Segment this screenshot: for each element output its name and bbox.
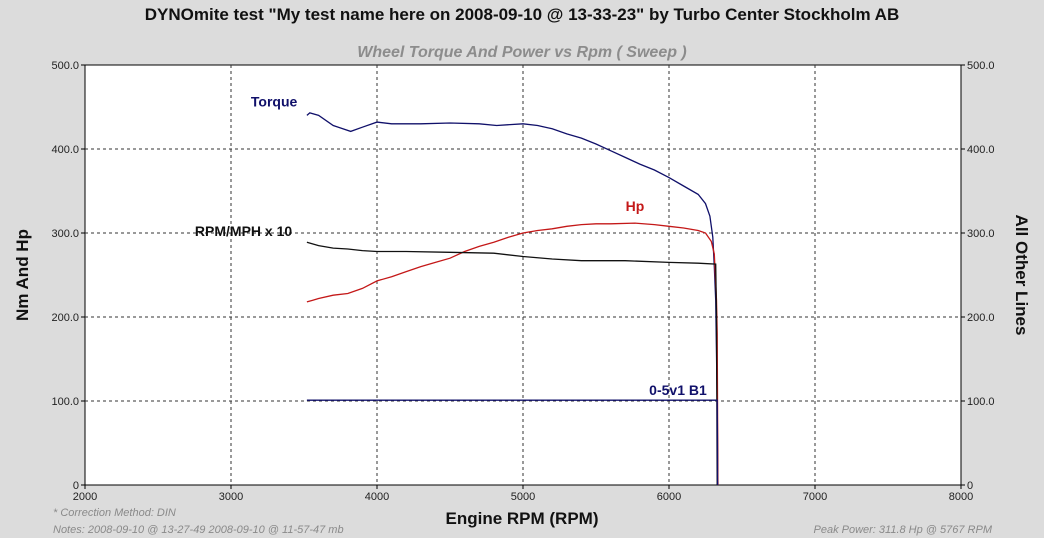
chart-title: DYNOmite test "My test name here on 2008… bbox=[145, 5, 899, 24]
x-tick-label: 2000 bbox=[73, 491, 97, 503]
x-tick-label: 5000 bbox=[511, 491, 535, 503]
y-tick-label: 300.0 bbox=[51, 228, 79, 240]
y-tick-label: 200.0 bbox=[51, 312, 79, 324]
y2-axis-label: All Other Lines bbox=[1012, 215, 1031, 336]
series-labels: Torque Hp RPM/MPH x 10 0-5v1 B1 bbox=[195, 93, 707, 398]
notes-text: Notes: 2008-09-10 @ 13-27-49 2008-09-10 … bbox=[53, 524, 344, 536]
peak-power-note: Peak Power: 311.8 Hp @ 5767 RPM bbox=[814, 524, 993, 536]
y-tick-label: 0 bbox=[73, 480, 79, 492]
x-tick-label: 4000 bbox=[365, 491, 389, 503]
y2-tick-label: 300.0 bbox=[967, 228, 995, 240]
y-tick-label: 400.0 bbox=[51, 144, 79, 156]
x-axis-label: Engine RPM (RPM) bbox=[446, 509, 599, 528]
y2-tick-label: 100.0 bbox=[967, 396, 995, 408]
y-axis-label: Nm And Hp bbox=[13, 229, 32, 321]
y-tick-label: 500.0 bbox=[51, 60, 79, 72]
series-layer bbox=[306, 112, 719, 486]
series-line-rpm-mph-x-10 bbox=[306, 241, 718, 486]
series-line-0-5v1-b1 bbox=[306, 399, 719, 486]
x-tick-label: 6000 bbox=[657, 491, 681, 503]
series-label-torque: Torque bbox=[251, 93, 298, 109]
series-line-hp bbox=[306, 222, 719, 486]
x-tick-label: 3000 bbox=[219, 491, 243, 503]
series-line-torque bbox=[306, 112, 719, 486]
x-tick-label: 7000 bbox=[803, 491, 827, 503]
series-label-0-5v1-b1: 0-5v1 B1 bbox=[649, 382, 707, 398]
y2-tick-label: 500.0 bbox=[967, 60, 995, 72]
series-label-hp: Hp bbox=[626, 198, 645, 214]
y2-tick-label: 200.0 bbox=[967, 312, 995, 324]
y2-tick-label: 400.0 bbox=[967, 144, 995, 156]
grid-lines bbox=[85, 65, 961, 485]
series-label-rpm-mph-x-10: RPM/MPH x 10 bbox=[195, 223, 292, 239]
correction-note: * Correction Method: DIN bbox=[53, 507, 176, 519]
y2-tick-label: 0 bbox=[967, 480, 973, 492]
y-tick-label: 100.0 bbox=[51, 396, 79, 408]
chart-subtitle: Wheel Torque And Power vs Rpm ( Sweep ) bbox=[357, 44, 687, 61]
x-tick-label: 8000 bbox=[949, 491, 973, 503]
